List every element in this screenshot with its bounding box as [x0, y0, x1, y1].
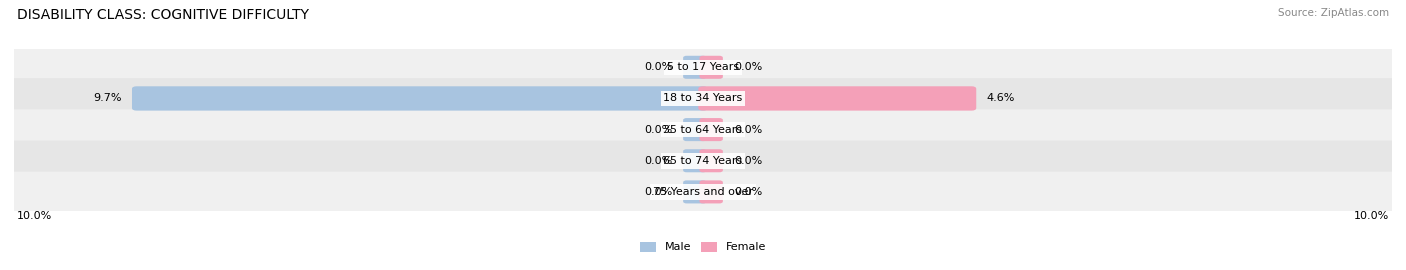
Text: 0.0%: 0.0% — [644, 156, 672, 166]
Text: 5 to 17 Years: 5 to 17 Years — [666, 62, 740, 72]
Text: 0.0%: 0.0% — [644, 124, 672, 135]
Text: 18 to 34 Years: 18 to 34 Years — [664, 93, 742, 103]
FancyBboxPatch shape — [700, 56, 723, 79]
Text: 0.0%: 0.0% — [644, 62, 672, 72]
Text: 65 to 74 Years: 65 to 74 Years — [664, 156, 742, 166]
Text: 0.0%: 0.0% — [644, 187, 672, 197]
FancyBboxPatch shape — [6, 47, 1400, 87]
FancyBboxPatch shape — [683, 56, 706, 79]
FancyBboxPatch shape — [6, 172, 1400, 212]
FancyBboxPatch shape — [132, 86, 707, 111]
FancyBboxPatch shape — [700, 118, 723, 141]
FancyBboxPatch shape — [6, 78, 1400, 119]
FancyBboxPatch shape — [699, 86, 976, 111]
Legend: Male, Female: Male, Female — [636, 237, 770, 257]
Text: 0.0%: 0.0% — [734, 62, 762, 72]
Text: 0.0%: 0.0% — [734, 124, 762, 135]
Text: Source: ZipAtlas.com: Source: ZipAtlas.com — [1278, 8, 1389, 18]
FancyBboxPatch shape — [683, 118, 706, 141]
Text: 35 to 64 Years: 35 to 64 Years — [664, 124, 742, 135]
FancyBboxPatch shape — [700, 180, 723, 203]
FancyBboxPatch shape — [700, 149, 723, 172]
Text: 0.0%: 0.0% — [734, 156, 762, 166]
Text: 75 Years and over: 75 Years and over — [652, 187, 754, 197]
FancyBboxPatch shape — [6, 109, 1400, 150]
Text: 4.6%: 4.6% — [986, 93, 1015, 103]
Text: 10.0%: 10.0% — [1354, 211, 1389, 221]
Text: DISABILITY CLASS: COGNITIVE DIFFICULTY: DISABILITY CLASS: COGNITIVE DIFFICULTY — [17, 8, 309, 22]
Text: 0.0%: 0.0% — [734, 187, 762, 197]
FancyBboxPatch shape — [683, 180, 706, 203]
Text: 10.0%: 10.0% — [17, 211, 52, 221]
FancyBboxPatch shape — [6, 140, 1400, 181]
Text: 9.7%: 9.7% — [94, 93, 122, 103]
FancyBboxPatch shape — [683, 149, 706, 172]
